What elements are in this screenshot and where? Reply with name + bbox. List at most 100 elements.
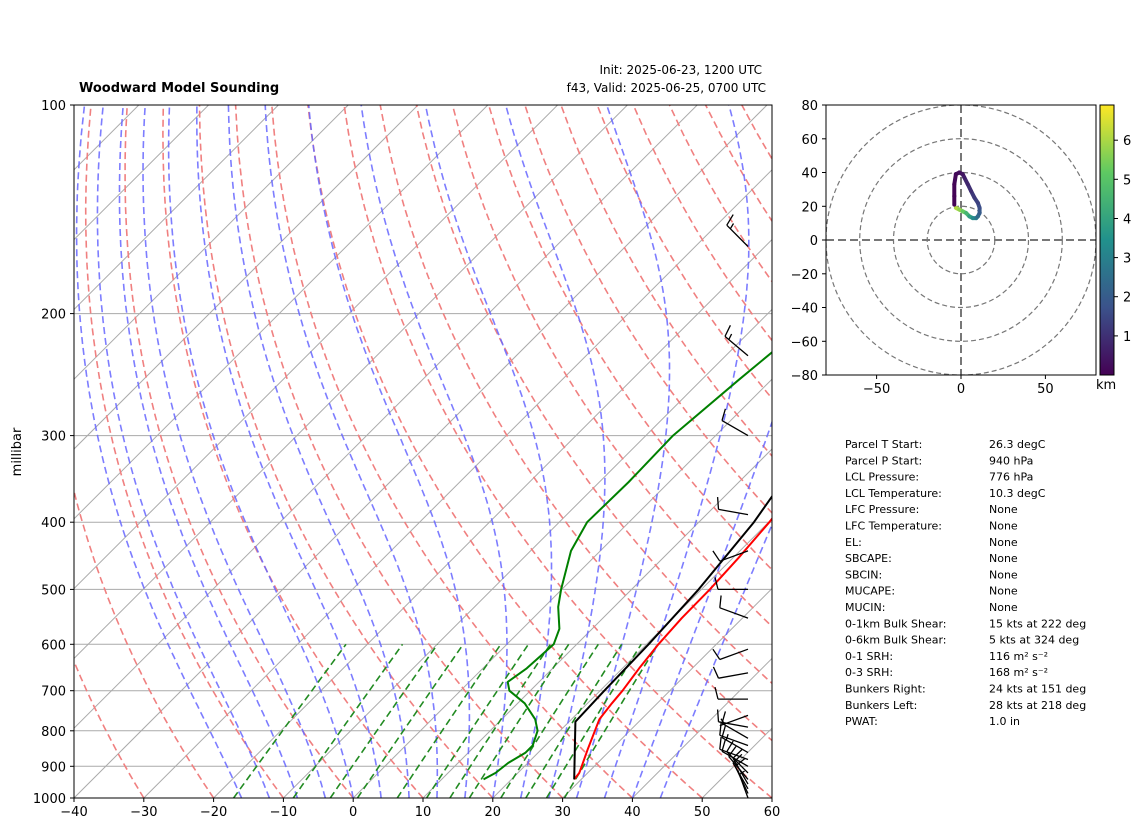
- hodograph-trace: [952, 170, 982, 221]
- stat-label: MUCIN:: [845, 601, 885, 614]
- x-tick-label: 20: [485, 805, 502, 820]
- stat-label: 0-1km Bulk Shear:: [845, 617, 947, 630]
- temperature-profile: [573, 517, 772, 781]
- moist-adiabat: [118, 105, 299, 798]
- stat-label: Bunkers Right:: [845, 683, 926, 696]
- dry-adiabat: [307, 105, 703, 798]
- wind-barb: [721, 739, 749, 767]
- wind-barb: [716, 497, 749, 516]
- wind-barb: [714, 577, 748, 591]
- isotherm: [143, 169, 772, 798]
- colorbar-tick-label: 5: [1123, 173, 1131, 188]
- hodograph-y-tick-label: −40: [791, 302, 818, 317]
- wind-barbs: [712, 214, 749, 799]
- x-tick-label: −10: [270, 805, 297, 820]
- stat-label: 0-6km Bulk Shear:: [845, 634, 947, 647]
- dry-adiabat: [560, 105, 772, 458]
- hodograph-ring: [859, 138, 1063, 342]
- stat-value: None: [989, 520, 1018, 533]
- colorbar-tick-label: 2: [1123, 291, 1131, 306]
- wind-barb: [719, 595, 749, 619]
- dry-adiabat: [487, 105, 772, 571]
- stat-label: LFC Temperature:: [845, 520, 942, 533]
- hodograph-y-tick-label: −60: [791, 335, 818, 350]
- x-tick-label: −20: [200, 805, 227, 820]
- y-axis-label: millibar: [10, 427, 25, 476]
- isotherm: [74, 105, 489, 520]
- wind-barb: [726, 214, 749, 247]
- hodograph-y-tick-label: 60: [801, 133, 818, 148]
- mixing-ratio-line: [356, 643, 464, 798]
- stat-label: Bunkers Left:: [845, 699, 917, 712]
- dry-adiabat: [524, 105, 772, 515]
- moist-adiabat: [227, 105, 410, 798]
- stat-value: 28 kts at 218 deg: [989, 699, 1086, 712]
- hodograph-x-tick-label: 50: [1037, 382, 1054, 397]
- x-tick-label: −40: [60, 805, 87, 820]
- mixing-ratio-line: [425, 643, 530, 798]
- dry-adiabat: [162, 105, 424, 798]
- mixing-ratio-line: [396, 643, 502, 798]
- moist-adiabat: [603, 105, 750, 798]
- moist-adiabat: [504, 105, 606, 798]
- skew-t-axes: −40 −30 −20 −10 0 10 20 30 40 50 60 100 200 300 400 500…: [33, 99, 780, 820]
- colorbar-tick-label: 6: [1123, 134, 1131, 149]
- isotherm: [74, 105, 209, 241]
- wind-barb: [719, 714, 749, 727]
- dry-adiabat: [84, 105, 285, 798]
- dry-adiabat: [379, 105, 772, 742]
- dry-adiabat: [234, 105, 564, 798]
- stat-value: 5 kts at 324 deg: [989, 634, 1079, 647]
- hodograph-y-tick-label: −20: [791, 268, 818, 283]
- stat-value: None: [989, 552, 1018, 565]
- y-tick-label: 300: [41, 430, 66, 445]
- mixing-ratio-line: [500, 643, 599, 798]
- y-tick-label: 600: [41, 638, 66, 653]
- dewpoint-profile: [483, 350, 772, 781]
- y-tick-label: 400: [41, 516, 66, 531]
- stats-table: Parcel T Start: 26.3 degC Parcel P Start: 9…: [845, 438, 1086, 728]
- stat-label: MUCAPE:: [845, 585, 895, 598]
- wind-barb: [724, 325, 749, 357]
- moist-adiabat: [307, 105, 471, 798]
- wind-barb: [719, 736, 749, 761]
- colorbar-tick-label: 4: [1123, 213, 1131, 228]
- dry-adiabat: [198, 105, 494, 798]
- stat-value: None: [989, 585, 1018, 598]
- isotherm: [283, 308, 772, 798]
- y-tick-label: 800: [41, 725, 66, 740]
- hodograph-x-tick-label: 0: [957, 382, 965, 397]
- stat-value: None: [989, 568, 1018, 581]
- mixing-ratio-line: [292, 643, 404, 798]
- stat-label: SBCAPE:: [845, 552, 892, 565]
- stat-value: 24 kts at 151 deg: [989, 683, 1086, 696]
- stat-label: 0-3 SRH:: [845, 666, 893, 679]
- colorbar-tick-label: 1: [1123, 330, 1131, 345]
- moist-adiabat: [575, 105, 671, 798]
- dry-adiabat: [271, 105, 633, 798]
- stat-value: 15 kts at 222 deg: [989, 617, 1086, 630]
- hodograph-y-tick-label: 40: [801, 167, 818, 182]
- x-tick-label: 40: [624, 805, 641, 820]
- moist-adiabat: [264, 105, 439, 798]
- wind-barb: [712, 648, 749, 661]
- y-tick-label: 900: [41, 760, 66, 775]
- isotherm: [74, 105, 419, 450]
- init-time: Init: 2025-06-23, 1200 UTC: [599, 63, 762, 77]
- stat-value: 168 m² s⁻²: [989, 666, 1048, 679]
- stat-value: 116 m² s⁻²: [989, 650, 1048, 663]
- wind-barb: [712, 666, 749, 679]
- moist-adiabat: [195, 105, 382, 798]
- y-tick-label: 700: [41, 685, 66, 700]
- dry-adiabat: [74, 659, 145, 798]
- isotherm: [213, 238, 772, 798]
- stat-value: 776 hPa: [989, 471, 1033, 484]
- stat-value: None: [989, 503, 1018, 516]
- isotherm: [74, 105, 698, 729]
- mixing-ratio-line: [232, 643, 347, 798]
- mixing-ratio-line: [449, 643, 552, 798]
- isotherm: [492, 518, 772, 798]
- x-tick-label: −30: [130, 805, 157, 820]
- stat-value: 26.3 degC: [989, 438, 1046, 451]
